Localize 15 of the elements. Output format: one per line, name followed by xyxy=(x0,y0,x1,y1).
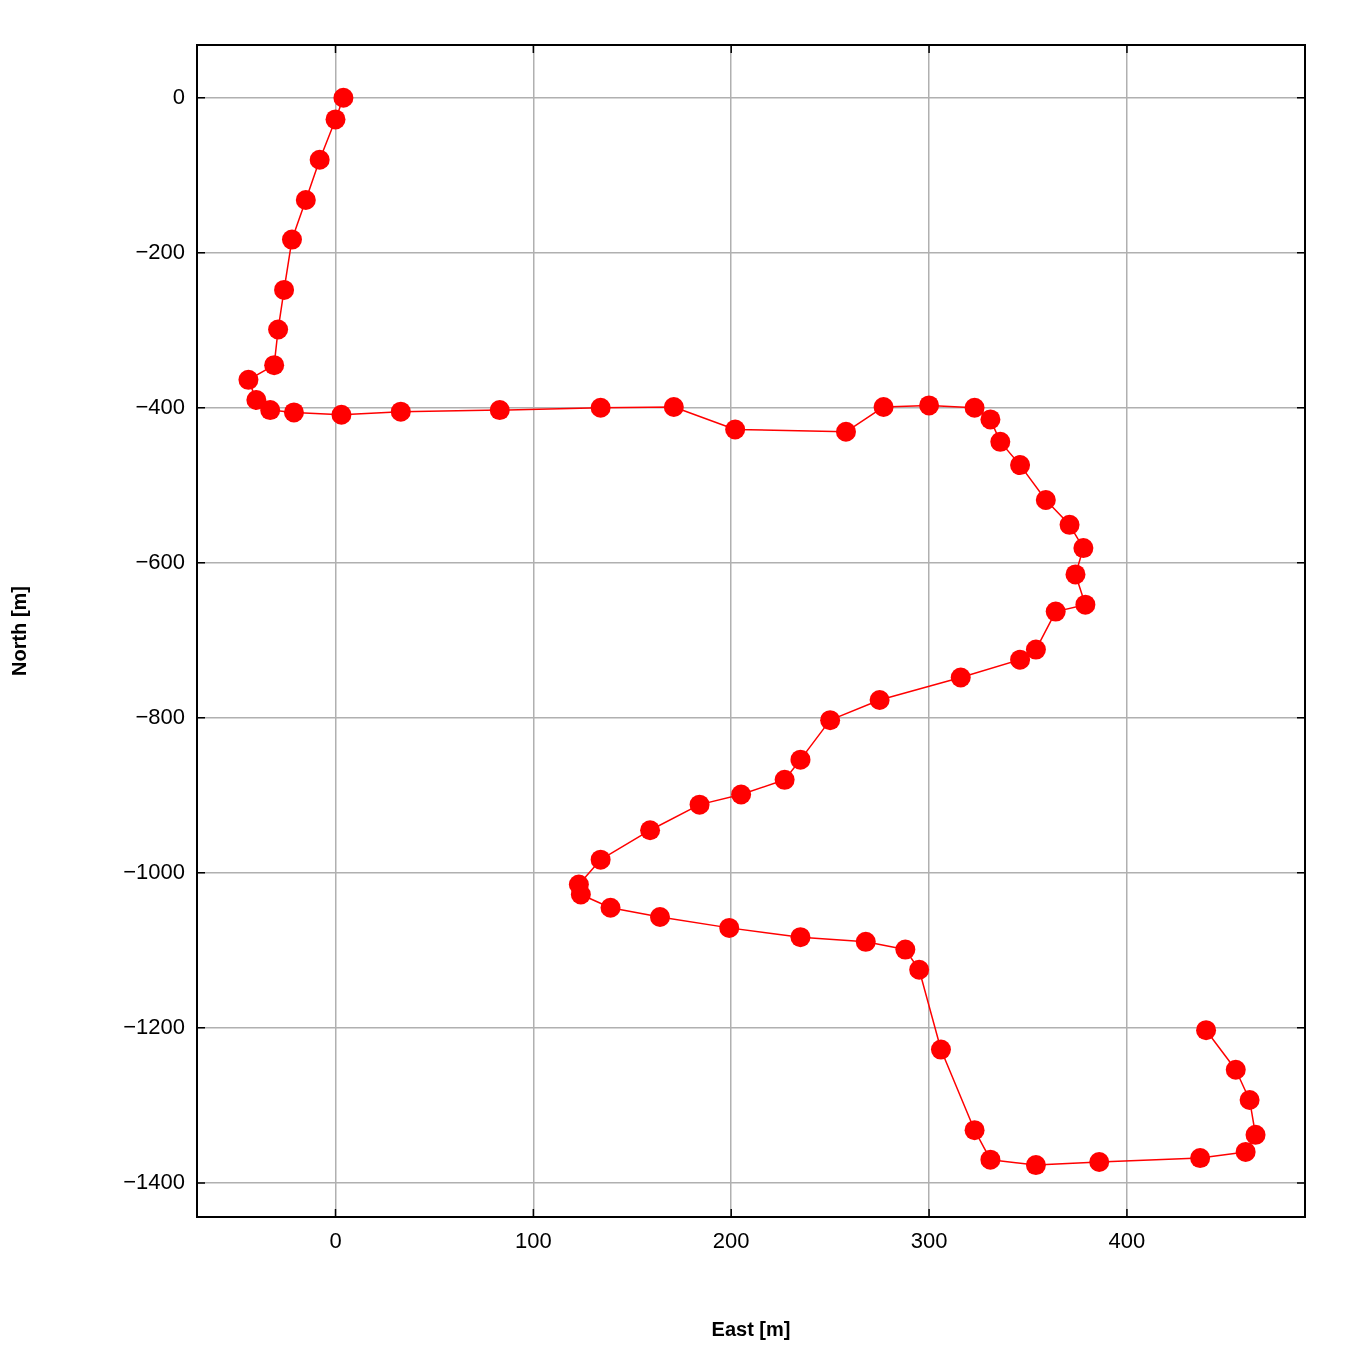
x-tick-label: 300 xyxy=(910,1228,948,1254)
y-tick-label: −600 xyxy=(135,548,185,574)
x-tick-label: 0 xyxy=(329,1228,342,1254)
y-axis-title: North [m] xyxy=(7,586,30,676)
y-tick-label: −1200 xyxy=(123,1013,185,1039)
y-tick-label: −400 xyxy=(135,393,185,419)
y-tick-label: −800 xyxy=(135,703,185,729)
x-tick-label: 100 xyxy=(515,1228,552,1254)
x-axis-title: East [m] xyxy=(711,1317,791,1340)
y-tick-label: −1000 xyxy=(123,858,185,884)
x-tick-label: 400 xyxy=(1108,1228,1146,1254)
y-tick-label: 0 xyxy=(172,83,185,109)
x-tick-label: 200 xyxy=(712,1228,750,1254)
y-tick-label: −1400 xyxy=(123,1168,185,1194)
y-tick-label: −200 xyxy=(135,238,185,264)
